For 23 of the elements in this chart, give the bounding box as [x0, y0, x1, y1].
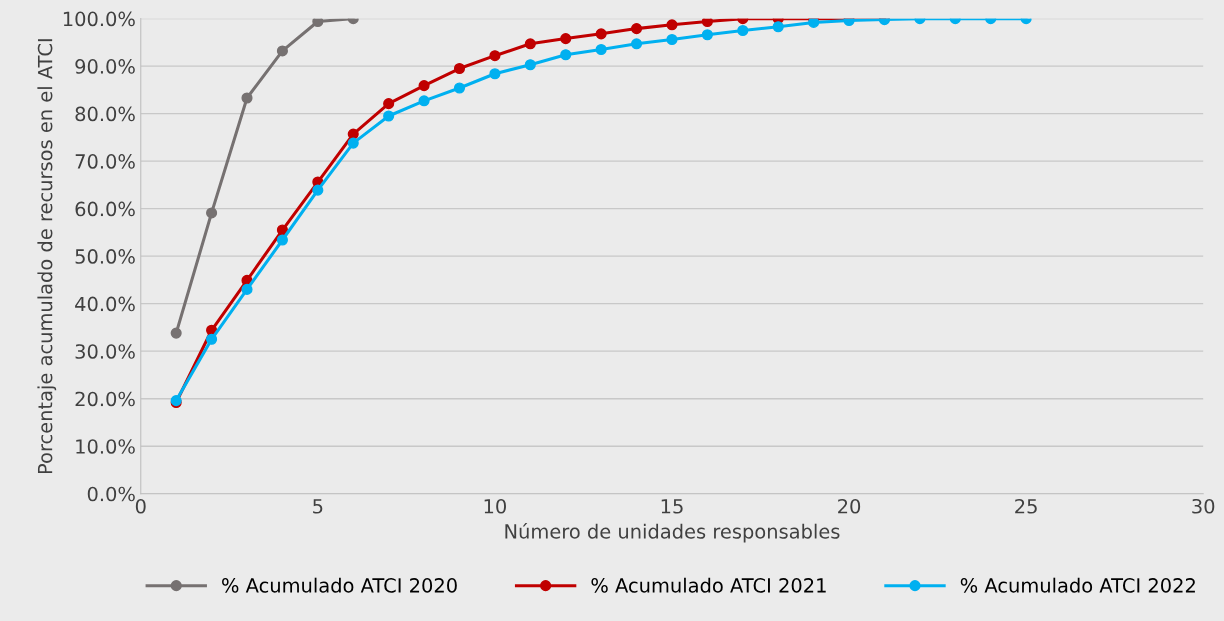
y-tick-label: 40.0% — [75, 296, 135, 312]
x-tick-label: 25 — [1015, 498, 1037, 514]
y-tick-label: 30.0% — [75, 344, 135, 359]
x-tick-label: 30 — [1192, 498, 1215, 514]
y-tick-label: 0.0% — [87, 486, 135, 502]
y-tick-label: 80.0% — [75, 106, 135, 122]
x-tick-label: 10 — [484, 498, 506, 514]
x-axis-title: Número de unidades responsables — [505, 522, 840, 543]
y-tick-label: 20.0% — [75, 391, 135, 407]
legend-label: % Acumulado ATCI 2021 — [591, 577, 826, 593]
y-axis-title: Porcentaje acumulado de recursos en el ATCI — [37, 39, 57, 474]
y-tick-label: 10.0% — [76, 439, 135, 454]
x-tick-label: 5 — [313, 499, 323, 514]
y-tick-label: 90.0% — [75, 59, 135, 74]
y-tick-label: 60.0% — [75, 201, 135, 217]
legend-label: % Acumulado ATCI 2020 — [222, 577, 457, 593]
y-tick-label: 70.0% — [75, 154, 135, 169]
x-tick-label: 20 — [838, 498, 861, 514]
x-tick-label: 0 — [135, 498, 146, 514]
y-tick-label: 100.0% — [63, 11, 135, 27]
y-tick-label: 50.0% — [75, 249, 135, 264]
x-tick-label: 15 — [661, 499, 683, 514]
legend-label: % Acumulado ATCI 2022 — [960, 577, 1195, 593]
